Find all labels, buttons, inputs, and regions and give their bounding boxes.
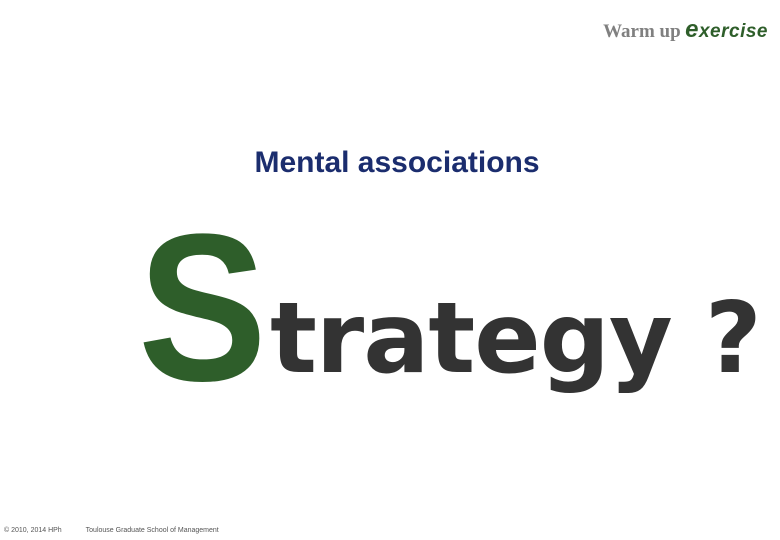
footer-school: Toulouse Graduate School of Management [85,527,219,534]
exercise-rest-letters: xercise [698,21,768,42]
headline-initial-s: S [138,190,267,425]
warm-up-exercise-label: Warm up exercise [603,18,768,42]
slide-title: Mental associations [254,146,540,179]
exercise-initial-letter: e [685,16,699,43]
exercise-text: exercise [685,18,768,42]
footer-copyright: © 2010, 2014 HPh [4,527,62,534]
strategy-headline: Strategy ? [138,190,762,425]
warm-up-text: Warm up [603,21,681,42]
headline-rest: trategy ? [270,282,762,396]
footer: © 2010, 2014 HPh Toulouse Graduate Schoo… [4,527,219,534]
